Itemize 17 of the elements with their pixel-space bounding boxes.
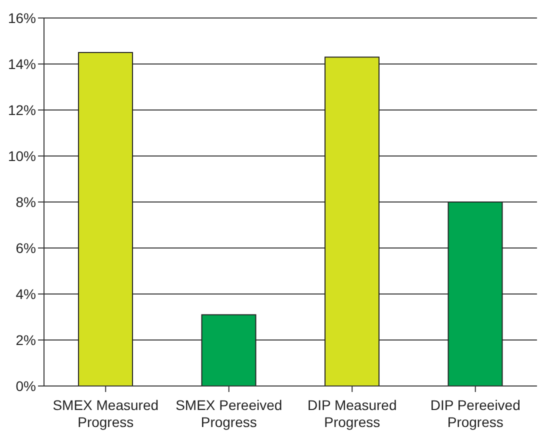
x-tick-label: DIP Measured Progress [308, 397, 397, 430]
y-tick-label: 6% [16, 240, 36, 256]
x-tick-label: SMEX Pereeived Progress [176, 397, 282, 430]
y-tick-label: 10% [8, 148, 36, 164]
bar [78, 52, 134, 386]
bar [201, 314, 256, 386]
x-tick-label: DIP Pereeived Progress [430, 397, 520, 430]
bar [324, 56, 380, 386]
y-tick-label: 8% [16, 194, 36, 210]
y-tick-label: 0% [16, 378, 36, 394]
bar [448, 202, 503, 386]
y-tick-label: 16% [8, 10, 36, 26]
y-tick-label: 14% [8, 56, 36, 72]
x-tick-label: SMEX Measured Progress [52, 397, 159, 430]
y-tick-label: 4% [16, 286, 36, 302]
y-tick-label: 12% [8, 102, 36, 118]
y-tick-label: 2% [16, 332, 36, 348]
